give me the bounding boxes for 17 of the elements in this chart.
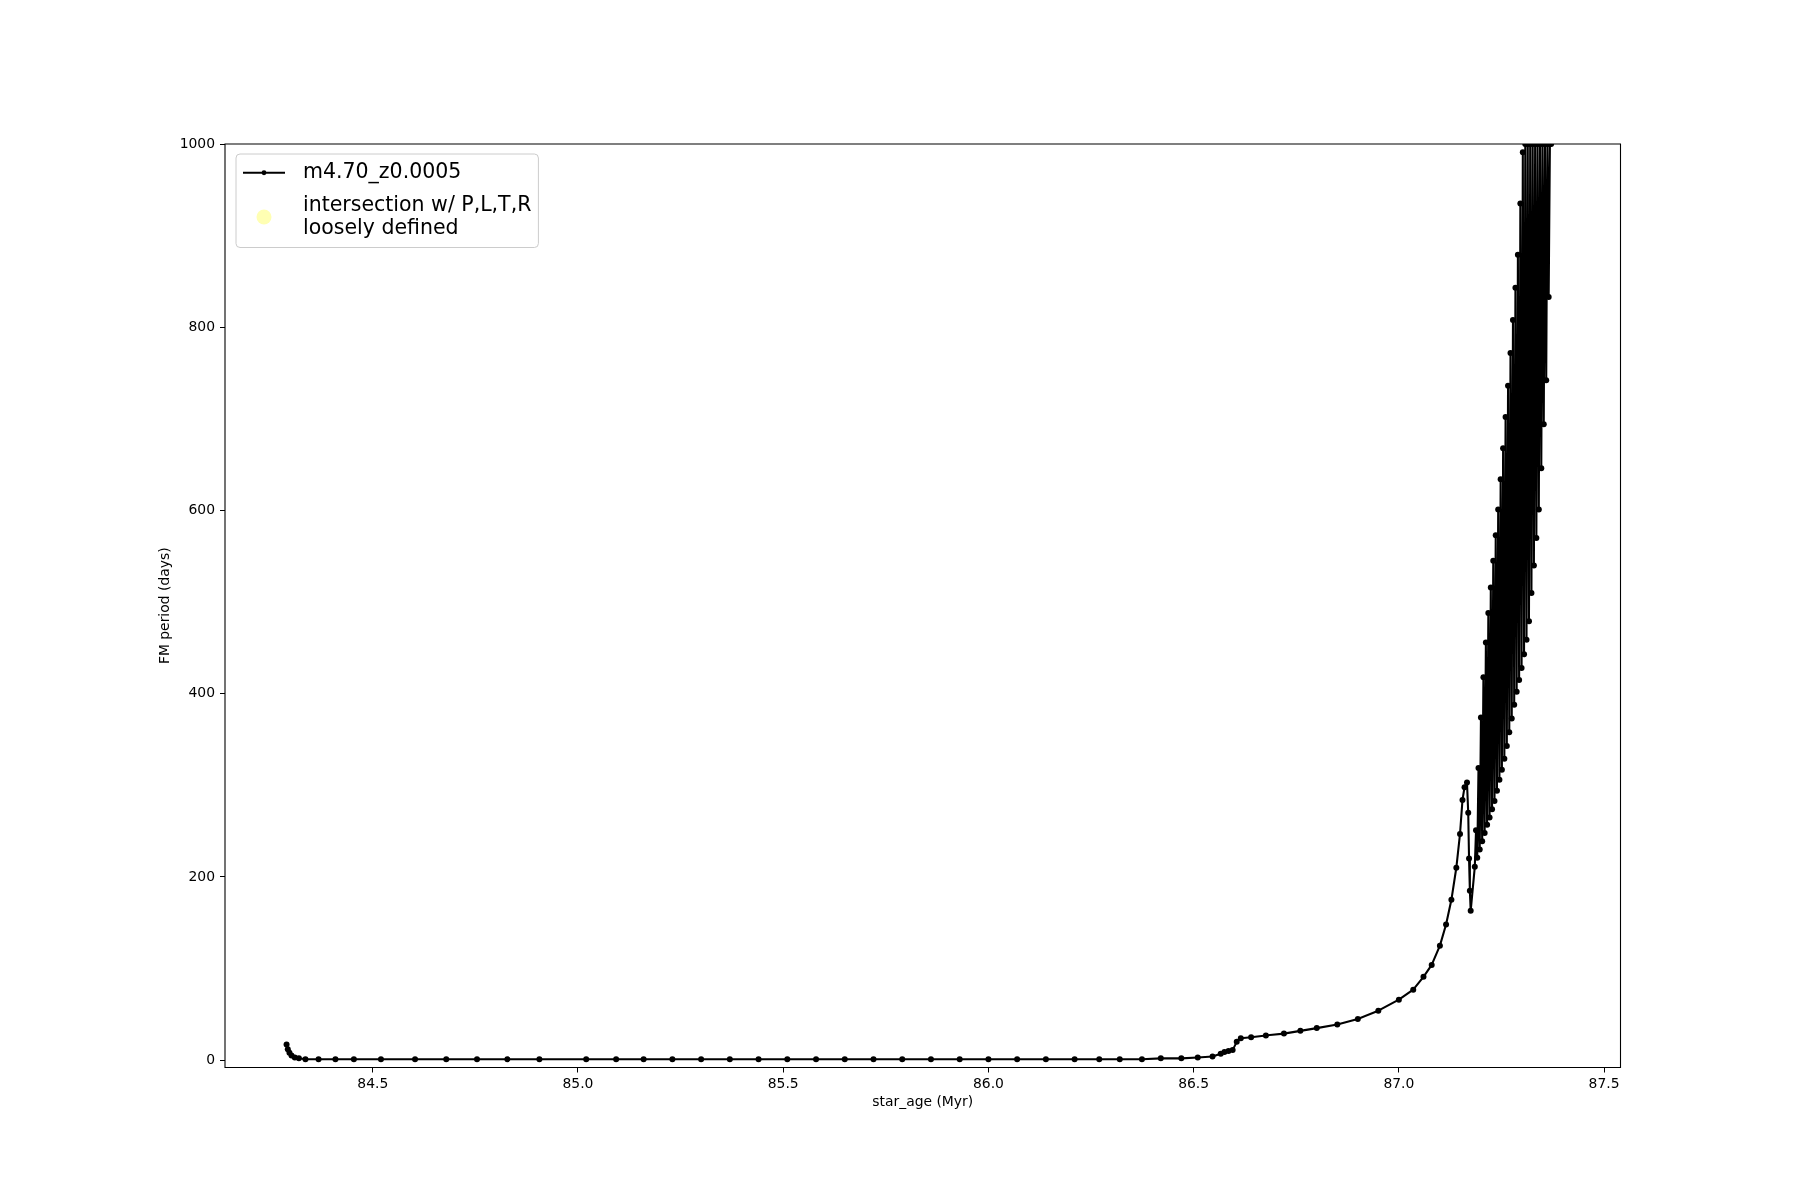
x-tick-label: 86.0 [972, 1075, 1004, 1092]
y-tick-label: 600 [188, 501, 215, 518]
x-tick-label: 87.5 [1588, 1075, 1620, 1092]
y-tick-label: 1000 [179, 134, 215, 151]
y-tick-label: 200 [188, 867, 215, 884]
legend-label: intersection w/ P,L,T,R loosely defined [303, 191, 532, 240]
x-tick-label: 86.5 [1178, 1075, 1210, 1092]
x-axis-title: star_age (Myr) [872, 1092, 974, 1109]
x-tick-label: 85.5 [767, 1075, 799, 1092]
y-axis-title: FM period (days) [155, 547, 172, 665]
y-tick-label: 0 [206, 1050, 215, 1067]
x-tick-label: 87.0 [1383, 1075, 1415, 1092]
x-tick-label: 84.5 [357, 1075, 389, 1092]
legend-label: m4.70_z0.0005 [303, 159, 462, 185]
x-tick-label: 85.0 [562, 1075, 594, 1092]
y-tick-label: 400 [188, 684, 215, 701]
y-tick-label: 800 [188, 317, 215, 334]
